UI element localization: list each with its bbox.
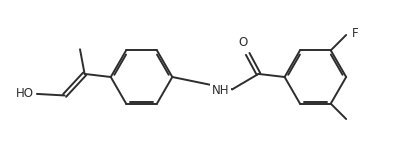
Text: NH: NH bbox=[212, 84, 229, 97]
Text: F: F bbox=[352, 27, 359, 40]
Text: HO: HO bbox=[16, 87, 34, 100]
Text: O: O bbox=[239, 36, 248, 49]
